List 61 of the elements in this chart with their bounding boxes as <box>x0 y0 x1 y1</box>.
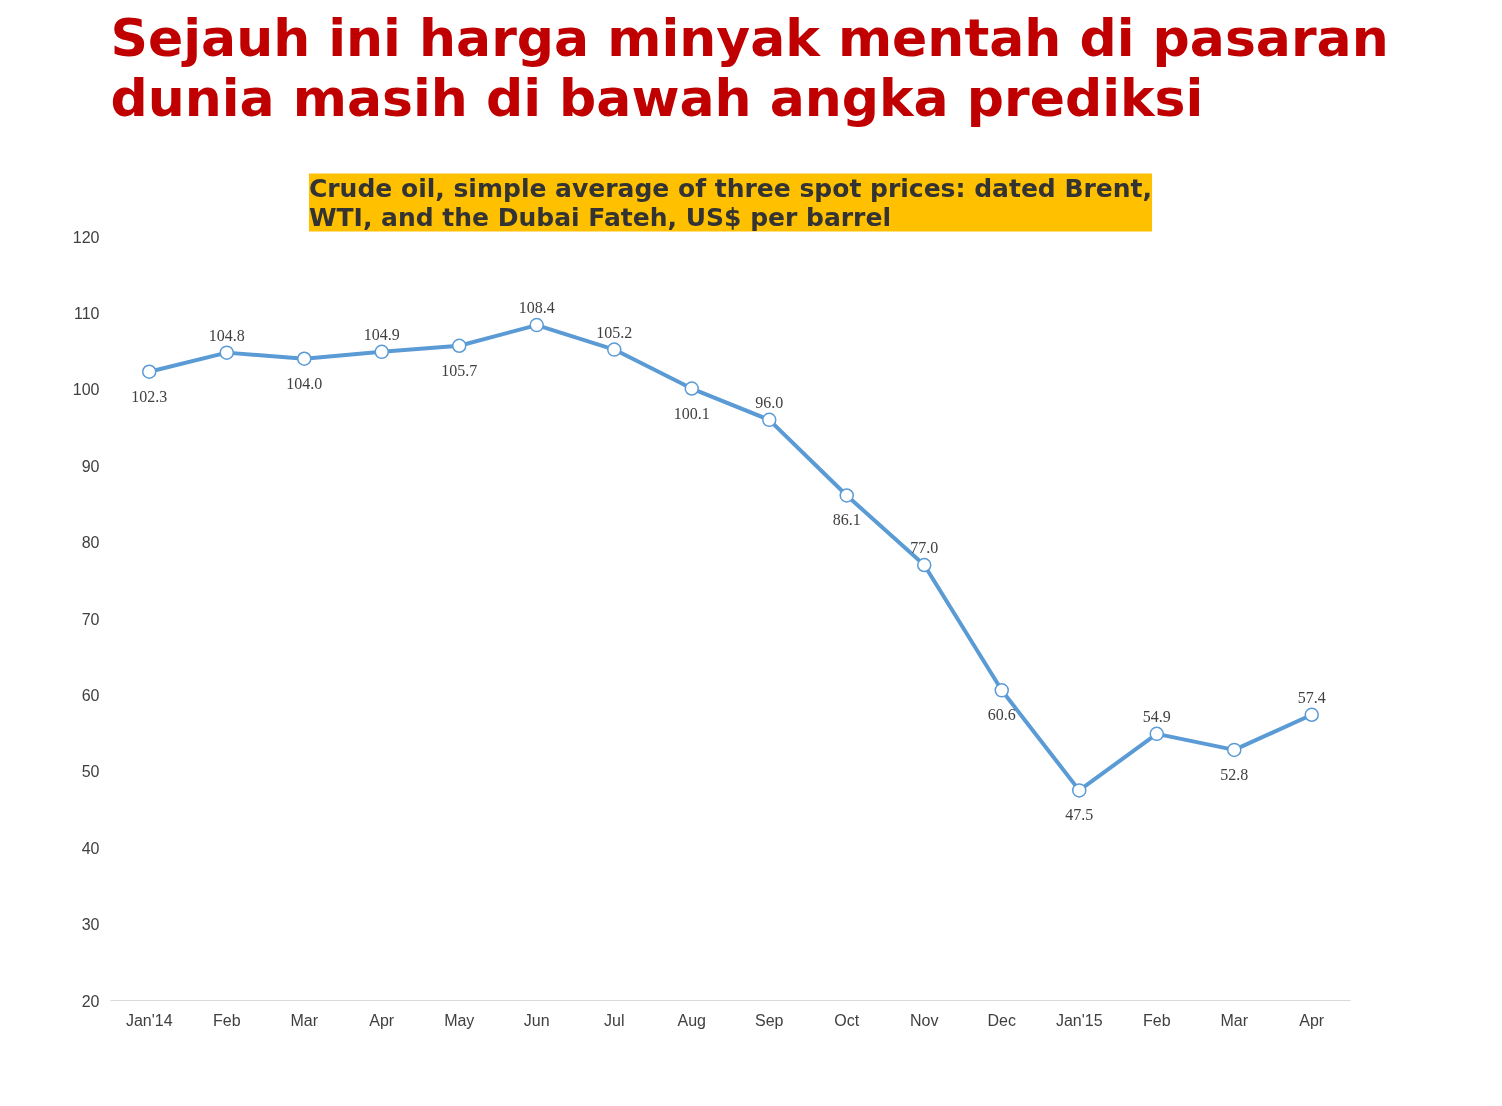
y-tick-label: 50 <box>81 763 100 781</box>
point <box>452 338 467 353</box>
point <box>839 488 854 503</box>
chart-subtitle: Crude oil, simple average of three spot prices: dated Brent, WTI, and the Dubai Fateh, US$ per barrel <box>308 173 1153 232</box>
point <box>374 344 389 360</box>
y-tick-label: 40 <box>81 839 100 857</box>
x-tick-label: Apr <box>369 1011 395 1029</box>
x-tick-label: Dec <box>987 1011 1016 1029</box>
text: 47.5 <box>1065 806 1094 824</box>
y-tick-label: 70 <box>81 610 100 628</box>
x-tick-label: Jan'15 <box>1055 1011 1103 1029</box>
x-tick-label: Jun <box>523 1011 550 1029</box>
chart-title: Sejauh ini harga minyak mentah di pasaran dunia masih di bawah angka prediksi <box>110 7 1389 128</box>
text: 100.1 <box>673 404 710 422</box>
x-tick-label: Feb <box>1142 1011 1171 1029</box>
text: 54.9 <box>1142 707 1171 725</box>
text: 104.9 <box>363 325 400 343</box>
point <box>1227 742 1242 758</box>
point <box>607 342 622 357</box>
point <box>762 412 777 428</box>
point <box>219 345 234 360</box>
text: 108.4 <box>518 299 555 317</box>
x-tick-label: Mar <box>290 1011 319 1029</box>
point <box>142 364 157 379</box>
text: 105.2 <box>596 323 633 341</box>
text: 105.7 <box>441 361 478 379</box>
text: 77.0 <box>910 539 939 557</box>
point <box>1149 726 1164 742</box>
y-tick-label: 30 <box>81 916 100 934</box>
y-tick-label: 90 <box>81 457 100 475</box>
x-tick-label: Apr <box>1299 1011 1325 1029</box>
point <box>1072 783 1087 798</box>
text: 86.1 <box>832 511 861 529</box>
point <box>529 317 544 333</box>
point <box>297 351 312 366</box>
x-tick-label: Nov <box>910 1011 939 1029</box>
y-tick-label: 20 <box>81 992 100 1010</box>
text: 57.4 <box>1297 688 1326 706</box>
point <box>684 381 699 396</box>
x-tick-label: Mar <box>1220 1011 1249 1029</box>
x-tick-label: Aug <box>677 1011 706 1029</box>
text: 60.6 <box>987 706 1016 724</box>
x-tick-label: Feb <box>212 1011 241 1029</box>
point <box>917 557 932 573</box>
y-tick-label: 120 <box>72 228 100 246</box>
text: 104.8 <box>208 326 245 344</box>
y-tick-label: 60 <box>81 686 100 704</box>
y-tick-label: 110 <box>73 304 100 322</box>
x-tick-label: May <box>444 1011 475 1029</box>
y-tick-label: 100 <box>72 381 100 399</box>
x-tick-label: Oct <box>834 1011 860 1029</box>
x-tick-label: Jan'14 <box>125 1011 173 1029</box>
text: 102.3 <box>131 387 168 405</box>
text: 104.0 <box>286 374 323 392</box>
point <box>994 683 1009 698</box>
point <box>1304 707 1319 722</box>
text: 52.8 <box>1220 765 1249 783</box>
x-tick-label: Jul <box>604 1011 625 1029</box>
y-tick-label: 80 <box>81 534 100 552</box>
x-tick-label: Sep <box>755 1011 784 1029</box>
text: 96.0 <box>755 393 784 411</box>
